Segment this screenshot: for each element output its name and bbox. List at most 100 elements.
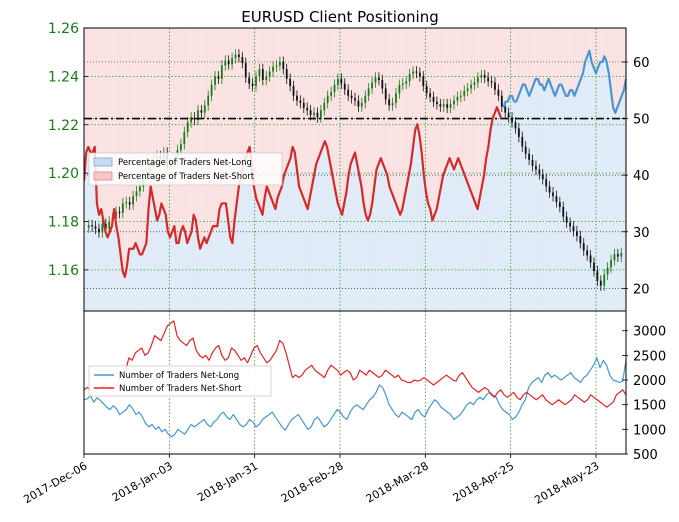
long-fill-bar (379, 158, 383, 311)
short-fill-bar (396, 28, 400, 210)
long-fill-bar (394, 203, 398, 311)
long-fill-bar (545, 84, 548, 311)
short-fill-bar (618, 28, 621, 102)
short-fill-bar (164, 28, 168, 215)
long-fill-bar (345, 192, 348, 311)
short-fill-bar (173, 28, 176, 227)
long-fill-bar (229, 237, 232, 311)
candle-body (517, 128, 520, 137)
short-fill-bar (336, 28, 340, 204)
short-fill-bar (276, 28, 279, 198)
long-fill-bar (455, 163, 458, 311)
long-fill-bar (549, 84, 553, 311)
long-fill-bar (478, 197, 482, 311)
long-fill-bar (304, 203, 307, 311)
candle-body (589, 255, 592, 263)
long-fill-bar (358, 175, 361, 311)
short-fill-bar (528, 28, 531, 96)
short-fill-bar (313, 28, 316, 176)
short-fill-bar (364, 28, 368, 215)
candle-body (477, 77, 479, 83)
short-fill-bar (472, 28, 475, 198)
long-fill-bar (525, 90, 529, 311)
short-fill-bar (119, 28, 122, 255)
long-fill-bar (100, 209, 103, 311)
long-fill-bar (211, 226, 215, 311)
long-fill-bar (399, 214, 402, 311)
right-tick-label: 30 (633, 226, 650, 241)
short-fill-bar (478, 28, 482, 198)
long-fill-bar (214, 226, 217, 311)
short-fill-bar (566, 28, 570, 96)
short-fill-bar (209, 28, 213, 232)
long-fill-bar (175, 243, 178, 311)
short-fill-bar (420, 28, 424, 153)
short-fill-bar (596, 28, 600, 68)
candle-body (398, 84, 401, 94)
candle-body (343, 83, 346, 90)
short-fill-bar (115, 28, 118, 227)
short-fill-bar (188, 28, 191, 238)
short-fill-bar (106, 28, 110, 238)
short-fill-bar (525, 28, 529, 91)
short-fill-bar (493, 28, 497, 113)
short-fill-bar (504, 28, 507, 102)
short-fill-bar (166, 28, 170, 232)
candle-body (449, 104, 452, 108)
long-fill-bar (571, 90, 574, 311)
candle-body (599, 280, 602, 286)
long-fill-bar (596, 67, 600, 311)
short-fill-bar (140, 28, 144, 255)
long-fill-bar (461, 169, 464, 311)
short-fill-bar (403, 28, 406, 198)
long-fill-bar (257, 203, 260, 311)
long-fill-bar (104, 231, 107, 311)
candle-body (323, 102, 326, 111)
candle-body (569, 222, 571, 227)
long-fill-bar (403, 197, 406, 311)
candle-body (261, 69, 264, 81)
short-fill-bar (323, 28, 327, 142)
short-fill-bar (95, 28, 99, 204)
long-fill-bar (199, 248, 202, 311)
candle-body (289, 78, 292, 87)
long-fill-bar (360, 186, 363, 311)
short-fill-bar (534, 28, 538, 79)
long-fill-bar (162, 209, 165, 311)
long-fill-bar (132, 248, 135, 311)
short-fill-bar (231, 28, 234, 244)
long-fill-bar (388, 186, 391, 311)
long-fill-bar (368, 214, 372, 311)
long-fill-bar (470, 192, 473, 311)
long-fill-bar (328, 158, 331, 311)
long-fill-bar (117, 237, 120, 311)
candle-body (552, 192, 554, 197)
long-fill-bar (553, 95, 557, 311)
short-fill-bar (156, 28, 159, 221)
candle-body (309, 110, 312, 116)
short-fill-bar (489, 28, 492, 130)
candle-body (470, 84, 472, 89)
long-fill-bar (108, 231, 112, 311)
short-fill-bar (439, 28, 443, 187)
short-fill-bar (506, 28, 510, 102)
short-fill-bar (211, 28, 215, 227)
long-fill-bar (605, 61, 609, 311)
short-fill-bar (343, 28, 346, 204)
long-fill-bar (323, 141, 327, 311)
long-fill-bar (476, 209, 479, 311)
long-fill-bar (171, 231, 174, 311)
candle-body (558, 202, 561, 207)
long-fill-bar (192, 214, 196, 311)
candle-body (384, 88, 387, 100)
short-fill-bar (207, 28, 211, 238)
long-fill-bar (480, 186, 484, 311)
legend-net-short-label: Number of Traders Net-Short (119, 384, 242, 394)
candle-body (408, 73, 411, 82)
long-fill-bar (377, 163, 381, 311)
short-fill-bar (356, 28, 359, 164)
long-fill-bar (173, 226, 176, 311)
long-fill-bar (622, 90, 626, 311)
candle-body (87, 225, 90, 228)
